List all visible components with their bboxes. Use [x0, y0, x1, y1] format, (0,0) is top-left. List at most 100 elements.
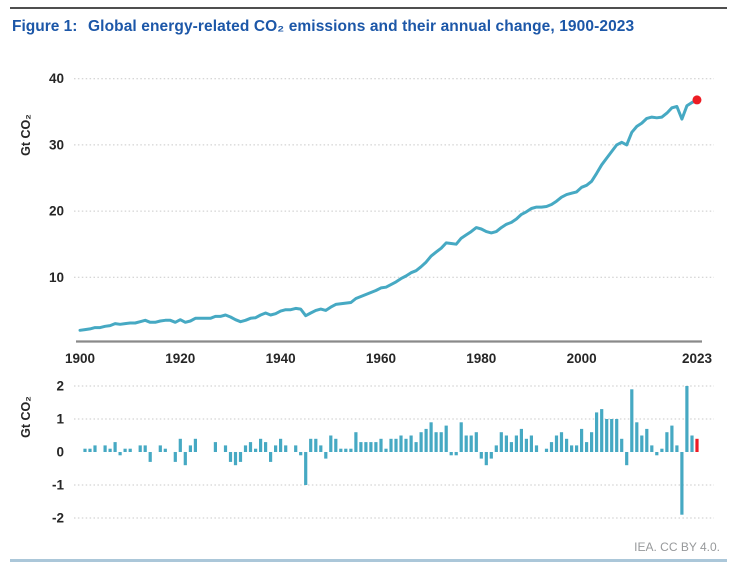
- page-title: Global energy-related CO₂ emissions and …: [88, 18, 635, 35]
- bar-1937: [264, 442, 268, 452]
- emissions-line: [78, 98, 699, 332]
- bar-1905: [103, 445, 107, 452]
- emissions-line-chart: 10 20 30 40 Gt CO₂ 1900 1920 1940 1960 1980 2000 20…: [19, 71, 714, 366]
- bar-1941: [284, 445, 288, 452]
- bar-1971: [434, 432, 438, 452]
- figure-title-row: Figure 1: Global energy-related CO₂ emis…: [12, 18, 727, 36]
- annual-change-bar-chart: -2 -1 0 1 2 Gt CO₂: [19, 379, 714, 526]
- bar-1974: [449, 452, 453, 456]
- bar-1950: [329, 435, 333, 452]
- bar-2020: [680, 452, 684, 515]
- bar-1966: [409, 435, 413, 452]
- bar-1919: [173, 452, 177, 462]
- bar-1906: [108, 448, 112, 452]
- xtick-label-1980: 1980: [466, 351, 496, 366]
- bar-1985: [504, 435, 508, 452]
- bar-1933: [243, 445, 248, 452]
- xtick-label-1920: 1920: [165, 351, 195, 366]
- bar-1946: [309, 438, 313, 452]
- bar-2003: [595, 412, 599, 452]
- bar-1909: [123, 448, 127, 452]
- bar-1998: [570, 445, 574, 452]
- bar-1980: [479, 452, 483, 459]
- xtick-label-1960: 1960: [366, 351, 396, 366]
- bar-1917: [163, 448, 167, 452]
- bar-1982: [489, 452, 493, 459]
- ytick-label-2: 2: [56, 379, 64, 394]
- bar-1920: [178, 438, 182, 452]
- xtick-label-2023: 2023: [682, 351, 713, 366]
- attribution-text: IEA. CC BY 4.0.: [634, 540, 720, 554]
- bar-1902: [88, 448, 92, 452]
- bar-1921: [183, 452, 187, 466]
- bar-2017: [665, 432, 669, 452]
- bar-1914: [148, 452, 152, 462]
- bar-1929: [223, 445, 228, 452]
- bar-1956: [359, 442, 363, 452]
- bar-1970: [429, 422, 433, 452]
- bar-1943: [294, 445, 298, 452]
- bar-1903: [93, 445, 97, 452]
- bar-1984: [499, 432, 503, 452]
- bar-1931: [233, 452, 238, 466]
- bar-1913: [143, 445, 147, 452]
- bar-1908: [118, 452, 122, 456]
- bar-2001: [585, 442, 589, 452]
- bar-1993: [544, 448, 549, 452]
- bar-2002: [590, 432, 594, 452]
- bar-1935: [254, 448, 258, 452]
- bar-1994: [549, 442, 554, 452]
- bar-1907: [113, 442, 117, 452]
- bar-1988: [519, 428, 523, 452]
- bar-1986: [509, 442, 513, 452]
- bar-2022: [690, 435, 694, 452]
- bar-1949: [324, 452, 328, 459]
- y-axis-title: Gt CO₂: [19, 114, 33, 156]
- bar-1996: [559, 432, 564, 452]
- bar-1932: [238, 452, 243, 462]
- bar-2021: [685, 386, 689, 452]
- bar-1927: [213, 442, 217, 452]
- bar-1901: [83, 448, 87, 452]
- bar-1983: [494, 445, 498, 452]
- bar-1938: [269, 452, 273, 462]
- y-axis-title: Gt CO₂: [19, 396, 33, 438]
- bar-1940: [279, 438, 283, 452]
- bar-2005: [605, 419, 609, 452]
- ytick-label--1: -1: [52, 478, 64, 493]
- bar-1959: [374, 442, 378, 452]
- bar-1979: [474, 432, 478, 452]
- bar-1957: [364, 442, 368, 452]
- bar-1975: [454, 452, 458, 456]
- xtick-label-1900: 1900: [65, 351, 95, 366]
- bar-2013: [645, 428, 649, 452]
- bar-1990: [529, 435, 533, 452]
- bar-2000: [580, 428, 584, 452]
- bar-2018: [670, 425, 674, 452]
- bottom-divider: [10, 559, 727, 562]
- bar-1968: [419, 432, 423, 452]
- bar-1912: [138, 445, 142, 452]
- bar-2004: [600, 409, 604, 452]
- bar-1976: [459, 422, 463, 452]
- bar-1945: [304, 452, 308, 485]
- bar-1981: [484, 452, 488, 466]
- bar-2014: [650, 445, 654, 452]
- bar-1965: [404, 438, 408, 452]
- bar-1991: [534, 445, 539, 452]
- bar-1930: [228, 452, 233, 462]
- bar-1952: [339, 448, 343, 452]
- bar-1963: [394, 438, 398, 452]
- bar-2023-highlight: [695, 438, 699, 452]
- bar-1989: [524, 438, 528, 452]
- bar-1947: [314, 438, 318, 452]
- bar-1999: [575, 445, 579, 452]
- bar-1939: [274, 445, 278, 452]
- xtick-label-2000: 2000: [567, 351, 597, 366]
- bar-1955: [354, 432, 358, 452]
- bar-1936: [259, 438, 263, 452]
- bar-1944: [299, 452, 303, 456]
- figure-label: Figure 1:: [12, 18, 78, 35]
- bar-1978: [469, 435, 473, 452]
